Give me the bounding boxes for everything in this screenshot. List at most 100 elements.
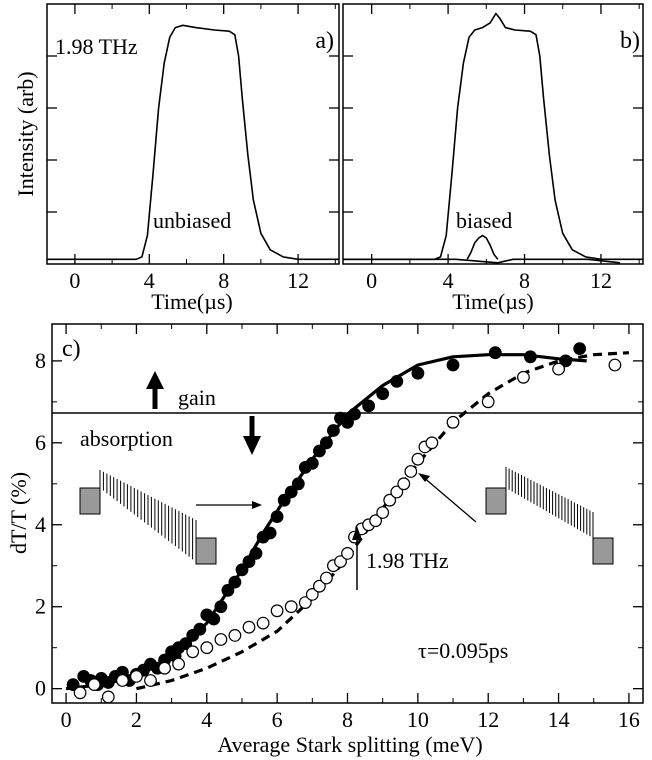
panel-c-ylabel: dT/T (%): [6, 472, 31, 554]
data-point-open: [115, 674, 129, 687]
data-point-filled: [313, 444, 326, 458]
data-point-filled: [446, 358, 460, 372]
panel-c-label: c): [62, 336, 81, 362]
data-point-open: [425, 436, 439, 450]
data-point-open: [608, 358, 622, 372]
data-point-open: [101, 690, 115, 704]
band-diagram-right-hatch: [505, 467, 594, 538]
panel-b-xtick-label: 0: [366, 268, 377, 293]
data-point-open: [172, 657, 186, 671]
data-point-open: [200, 641, 214, 655]
gain-label: gain: [178, 385, 216, 410]
data-point-filled: [242, 555, 256, 568]
data-point-filled: [488, 346, 502, 360]
data-point-open: [129, 670, 143, 683]
data-point-open: [552, 362, 565, 376]
panel-b-lines: [343, 12, 643, 264]
data-point-open: [481, 395, 495, 409]
data-point-open: [313, 579, 326, 593]
panel-a-ylabel: Intensity (arb): [13, 71, 38, 196]
panel-c-ytick-label: 4: [35, 512, 46, 537]
panel-b-curve-label: biased: [456, 208, 512, 233]
data-point-open: [320, 571, 333, 585]
panel-c: 0 2 4 6 8 10 12 14 16 0 2 4 6 8 c) dT/T (%) Average S…: [6, 323, 644, 757]
data-point-open: [214, 633, 228, 646]
data-point-filled: [559, 354, 572, 368]
data-point-filled: [270, 510, 284, 523]
panel-a-xtick-label: 12: [287, 268, 309, 293]
panel-c-ytick-label: 0: [35, 676, 46, 701]
band-arrow-right: [418, 473, 477, 523]
data-point-open: [158, 661, 172, 675]
data-point-filled: [376, 387, 390, 401]
band-arrow-left: [196, 501, 262, 509]
gain-arrow: [146, 371, 164, 409]
data-point-filled: [305, 456, 319, 470]
data-point-open: [376, 506, 390, 519]
absorption-arrow: [243, 416, 261, 455]
data-point-open: [73, 686, 87, 700]
band-diagram-left: [79, 470, 217, 565]
data-point-filled: [263, 526, 277, 540]
data-point-open: [404, 465, 418, 478]
tau-label: τ=0.095ps: [418, 638, 508, 663]
panel-a-xtick-label: 0: [69, 268, 80, 293]
data-point-filled: [221, 583, 235, 597]
data-point-filled: [277, 493, 291, 507]
data-point-open: [284, 600, 298, 614]
panel-c-xtick-label: 8: [342, 707, 353, 732]
data-point-filled: [390, 375, 404, 388]
panel-a-ticks: 0 4 8 12: [47, 4, 339, 293]
panel-c-lines: [65, 351, 629, 691]
data-point-filled: [348, 407, 361, 421]
data-point-open: [305, 588, 319, 601]
panel-a-xtick-label: 4: [144, 268, 155, 293]
data-point-open: [186, 645, 200, 659]
band-diagram-right: [485, 467, 614, 565]
panel-a: 0 4 8 12 a) 1.98 THz unbiased Intensity (ar…: [13, 3, 340, 314]
panel-c-xtick-label: 4: [201, 707, 212, 732]
data-point-filled: [573, 342, 587, 356]
panel-c-xtick-label: 14: [548, 707, 570, 732]
panel-b-series-1-line: [466, 234, 499, 260]
panel-b: 0 4 8 12 b) biased Time(µs): [342, 3, 644, 314]
data-point-filled: [291, 477, 305, 491]
data-point-open: [411, 452, 425, 466]
panel-a-lines: [47, 24, 339, 261]
frequency-label: 1.98 THz: [366, 548, 449, 573]
data-point-filled: [411, 366, 425, 380]
data-point-open: [517, 370, 530, 384]
panel-a-xlabel: Time(µs): [151, 289, 233, 314]
data-point-filled: [362, 399, 376, 413]
panel-c-ytick-label: 2: [35, 594, 46, 619]
panel-c-ytick-label: 6: [35, 430, 46, 455]
data-point-open: [397, 477, 411, 491]
panel-c-points: [66, 342, 622, 704]
data-point-filled: [228, 575, 242, 589]
panel-b-xtick-label: 12: [590, 268, 612, 293]
data-point-open: [242, 620, 256, 634]
panel-b-xtick-label: 8: [519, 268, 530, 293]
data-point-filled: [235, 563, 249, 577]
data-point-filled: [179, 637, 193, 650]
data-point-filled: [341, 415, 354, 429]
data-point-filled: [66, 678, 80, 691]
panel-b-xtick-label: 4: [443, 268, 454, 293]
absorption-label: absorption: [80, 426, 173, 451]
data-point-filled: [284, 485, 298, 499]
data-point-open: [228, 629, 242, 642]
panel-b-ticks: 0 4 8 12: [343, 4, 643, 293]
data-point-open: [446, 415, 460, 429]
panel-c-xtick-label: 6: [272, 707, 283, 732]
data-point-open: [390, 485, 404, 499]
panel-c-xtick-label: 10: [407, 707, 429, 732]
panel-c-ytick-label: 8: [35, 348, 46, 373]
panel-b-xlabel: Time(µs): [452, 289, 534, 314]
panel-a-curve-label: unbiased: [153, 208, 231, 233]
data-point-filled: [207, 612, 221, 626]
data-point-open: [87, 678, 101, 691]
data-point-filled: [214, 600, 228, 614]
panel-c-xtick-label: 0: [61, 707, 72, 732]
data-point-filled: [524, 350, 537, 364]
